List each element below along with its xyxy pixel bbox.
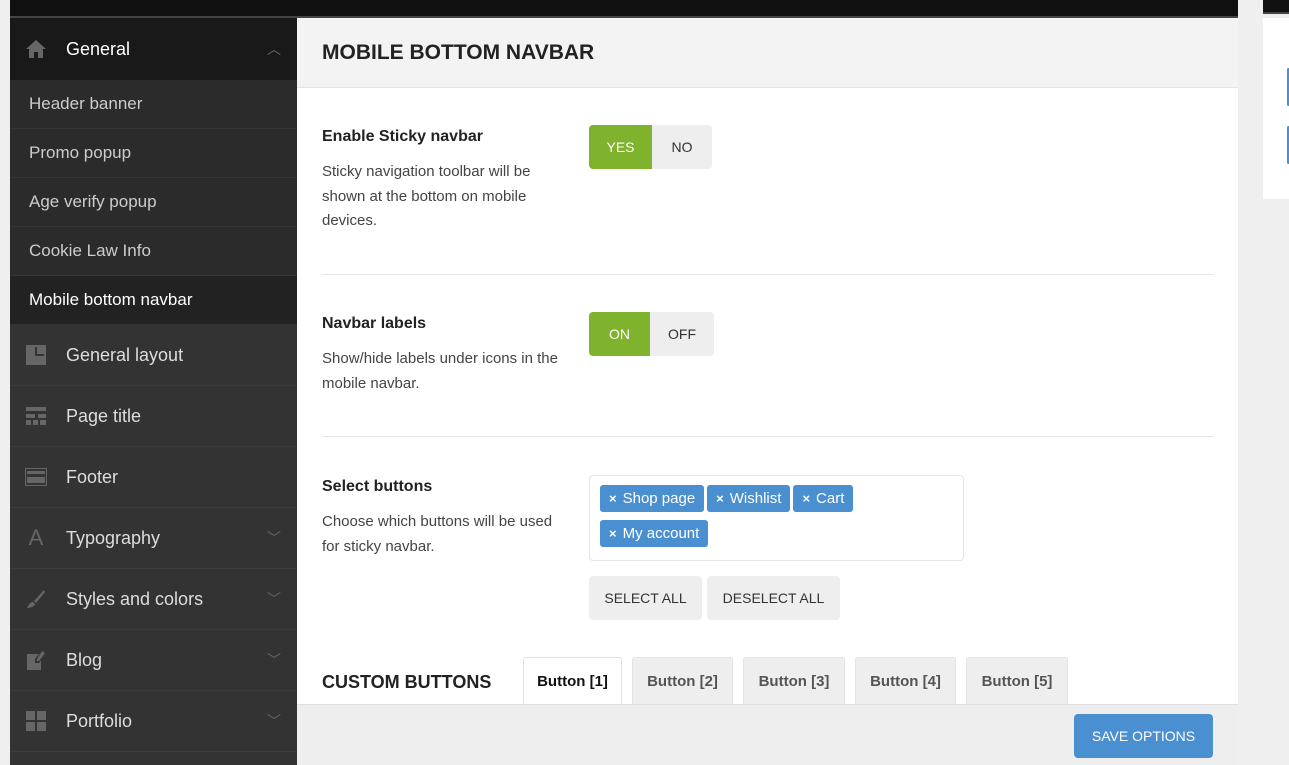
sidebar-subitem-cookie-law-info[interactable]: Cookie Law Info <box>10 227 297 276</box>
navbar-labels-toggle: ON OFF <box>589 312 714 356</box>
sidebar-subitem-header-banner[interactable]: Header banner <box>10 80 297 129</box>
option-label: Select buttons <box>322 478 433 495</box>
save-options-button[interactable]: SAVE OPTIONS <box>1074 714 1213 758</box>
option-description: Show/hide labels under icons in the mobi… <box>322 350 558 392</box>
select-buttons-option: Select buttons Choose which buttons will… <box>322 478 1213 559</box>
option-label: Enable Sticky navbar <box>322 128 483 145</box>
sidebar-item-label: Typography <box>66 527 161 548</box>
divider <box>322 274 1213 275</box>
tab-button-5[interactable]: Button [5] <box>966 657 1068 705</box>
font-icon: A <box>28 525 44 550</box>
sidebar-subitem-mobile-bottom-navbar[interactable]: Mobile bottom navbar <box>10 276 297 325</box>
top-bar-right <box>1263 0 1289 14</box>
tab-button-2[interactable]: Button [2] <box>632 657 733 705</box>
chevron-down-icon[interactable]: ﹀ <box>267 591 281 607</box>
sidebar-item-label: Page title <box>66 405 142 426</box>
sidebar-item-general[interactable]: General ︿ <box>10 18 297 80</box>
tag-my-account: × My account <box>600 520 709 547</box>
off-button[interactable]: OFF <box>650 312 714 356</box>
sidebar-item-label: General layout <box>66 344 184 365</box>
sidebar-subitem-promo-popup[interactable]: Promo popup <box>10 129 297 178</box>
options-footer: SAVE OPTIONS <box>297 704 1238 765</box>
tag-label: Wishlist <box>729 490 782 507</box>
on-button[interactable]: ON <box>589 312 650 356</box>
remove-tag-icon[interactable]: × <box>802 491 811 506</box>
sidebar: General ︿ Header banner Promo popup Age … <box>10 18 297 765</box>
tag-shop-page: × Shop page <box>600 485 705 512</box>
divider <box>322 436 1213 437</box>
custom-buttons-title: CUSTOM BUTTONS <box>322 672 492 692</box>
select-all-button[interactable]: SELECT ALL <box>589 576 702 620</box>
right-panel <box>1263 18 1289 199</box>
yes-button[interactable]: YES <box>589 125 652 169</box>
edit-icon <box>25 649 47 671</box>
option-description: Choose which buttons will be used for st… <box>322 513 553 555</box>
sidebar-item-label: Blog <box>66 649 103 670</box>
remove-tag-icon[interactable]: × <box>609 526 617 541</box>
option-label: Navbar labels <box>322 315 427 332</box>
sidebar-item-label: Styles and colors <box>66 588 204 609</box>
tag-label: My account <box>622 525 700 542</box>
brush-icon <box>25 588 47 610</box>
tag-wishlist: × Wishlist <box>707 485 791 512</box>
sticky-navbar-option: Enable Sticky navbar Sticky navigation t… <box>322 128 1213 234</box>
page-title: MOBILE BOTTOM NAVBAR <box>297 18 1238 88</box>
sidebar-item-typography[interactable]: A Typography ﹀ <box>10 508 297 569</box>
tab-button-1[interactable]: Button [1] <box>523 657 622 705</box>
chevron-down-icon[interactable]: ﹀ <box>267 652 281 668</box>
tab-button-3[interactable]: Button [3] <box>743 657 845 705</box>
sticky-navbar-toggle: YES NO <box>589 125 712 169</box>
chevron-down-icon[interactable]: ﹀ <box>267 530 281 546</box>
general-submenu: Header banner Promo popup Age verify pop… <box>10 80 297 325</box>
sidebar-item-styles-and-colors[interactable]: Styles and colors ﹀ <box>10 569 297 630</box>
sidebar-item-blog[interactable]: Blog ﹀ <box>10 630 297 691</box>
sidebar-item-footer[interactable]: Footer <box>10 447 297 508</box>
top-bar <box>10 0 1238 18</box>
tag-label: Shop page <box>622 490 696 507</box>
remove-tag-icon[interactable]: × <box>609 491 617 506</box>
sidebar-item-page-title[interactable]: Page title <box>10 386 297 447</box>
navbar-labels-option: Navbar labels Show/hide labels under ico… <box>322 315 1213 396</box>
tab-button-4[interactable]: Button [4] <box>855 657 956 705</box>
buttons-multiselect[interactable]: × Shop page × Wishlist × Cart × My account <box>589 475 964 561</box>
deselect-all-button[interactable]: DESELECT ALL <box>707 576 840 620</box>
page-title-icon <box>25 405 47 427</box>
tag-cart: × Cart <box>793 485 854 512</box>
tag-label: Cart <box>816 490 845 507</box>
layout-icon <box>25 344 47 366</box>
home-icon <box>25 38 47 60</box>
sidebar-subitem-age-verify-popup[interactable]: Age verify popup <box>10 178 297 227</box>
option-description: Sticky navigation toolbar will be shown … <box>322 163 531 229</box>
grid-icon <box>25 710 47 732</box>
sidebar-item-portfolio[interactable]: Portfolio ﹀ <box>10 691 297 752</box>
sidebar-item-label: General <box>66 38 131 59</box>
remove-tag-icon[interactable]: × <box>716 491 724 506</box>
chevron-up-icon[interactable]: ︿ <box>267 41 281 57</box>
options-panel: MOBILE BOTTOM NAVBAR Enable Sticky navba… <box>297 18 1238 765</box>
footer-icon <box>25 466 47 488</box>
sidebar-item-label: Portfolio <box>66 710 133 731</box>
sidebar-item-label: Footer <box>66 466 119 487</box>
no-button[interactable]: NO <box>652 125 712 169</box>
chevron-down-icon[interactable]: ﹀ <box>267 713 281 729</box>
sidebar-item-general-layout[interactable]: General layout <box>10 325 297 386</box>
